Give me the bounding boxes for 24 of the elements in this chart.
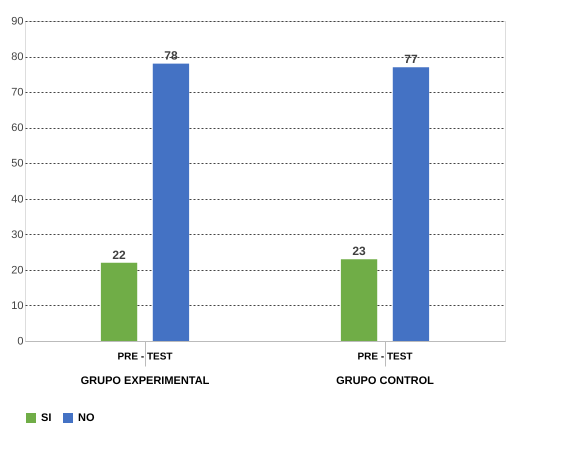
text: GRUPO EXPERIMENTAL (80, 375, 210, 387)
y-tick-label: 20 (11, 264, 24, 276)
y-tick-label: 10 (11, 300, 24, 312)
data-label: 22 (112, 248, 126, 262)
y-tick-label: 70 (11, 86, 24, 99)
data-label: 77 (404, 52, 418, 66)
x-tick-label: PRE - TEST (117, 352, 173, 362)
bar (392, 67, 430, 341)
y-tick-label: 30 (11, 228, 24, 241)
y-tick-label: 90 (11, 16, 24, 28)
y-tick-label: 80 (11, 51, 24, 64)
y-tick-label: 60 (11, 122, 24, 134)
bar (340, 259, 378, 341)
text: GRUPO CONTROL (336, 375, 434, 387)
x-tick-label: PRE - TEST (357, 352, 413, 362)
y-tick-label: 0 (17, 336, 24, 348)
y-tick-label: 40 (11, 193, 24, 206)
bar (152, 64, 190, 341)
legend-label: NO (78, 412, 95, 424)
legend-label: SI (41, 412, 52, 424)
data-label: 23 (352, 244, 366, 258)
bar (100, 262, 138, 341)
data-label: 78 (164, 48, 178, 63)
y-tick-label: 50 (11, 158, 24, 170)
